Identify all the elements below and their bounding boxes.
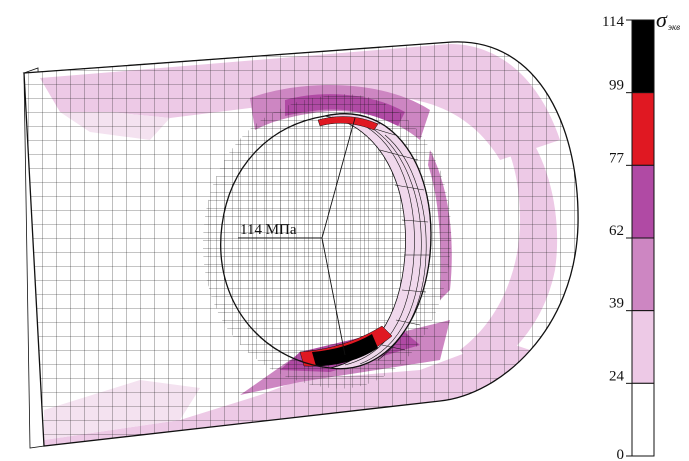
leader-line-top [321,117,356,239]
legend-band-3 [631,237,655,312]
stress-legend: σ экв 114 99 77 62 39 24 0 [602,7,680,461]
legend-band-4 [631,310,655,384]
hole-outline [220,113,432,370]
legend-band-2 [631,164,655,239]
max-zone-bottom [312,334,378,366]
legend-tick-label-3: 62 [609,223,624,239]
legend-band-1 [631,92,655,166]
legend-subscript: экв [668,22,680,32]
legend-tick-label-2: 77 [609,150,625,166]
legend-tick-label-1: 99 [609,78,624,94]
part-outline [23,41,579,447]
legend-tick-label-6: 0 [617,447,625,461]
leader-line-bottom [321,237,346,356]
legend-symbol: σ [656,7,668,32]
peak-zone-top [317,116,379,131]
legend-band-0 [631,19,655,94]
legend-ticks: 114 99 77 62 39 24 0 [602,14,632,461]
legend-band-5 [631,382,655,457]
legend-tick-label-0: 114 [602,14,624,30]
annotation-label: 114 МПа [240,222,297,238]
legend-tick-label-5: 24 [609,368,625,384]
max-stress-annotation: 114 МПа [238,117,356,356]
legend-tick-label-4: 39 [609,296,624,312]
legend-bands [631,19,655,457]
